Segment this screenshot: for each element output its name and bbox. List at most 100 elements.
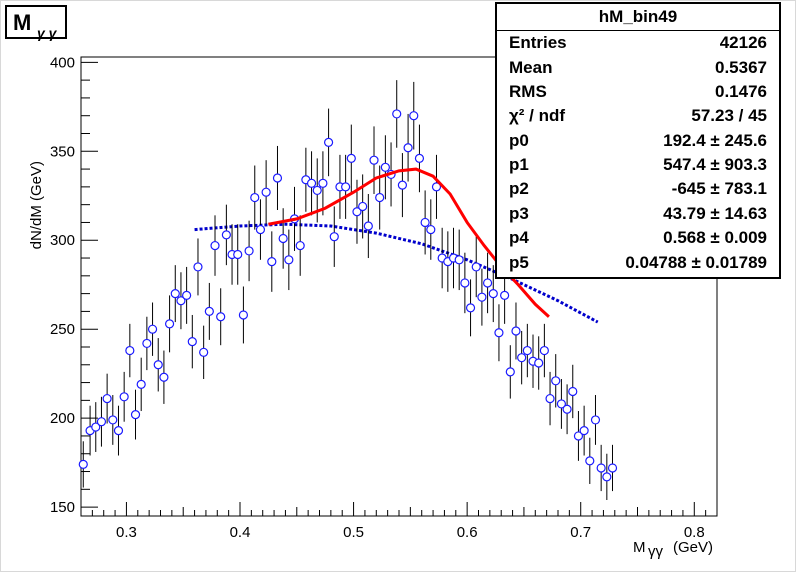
stats-value: 0.1476 xyxy=(715,82,767,102)
data-point xyxy=(211,242,219,250)
x-tick-label: 0.3 xyxy=(116,524,137,541)
x-axis-label: M xyxy=(633,539,646,556)
data-point xyxy=(580,427,588,435)
y-axis-label: dN/dM (GeV) xyxy=(28,161,45,249)
stats-value: 42126 xyxy=(720,33,767,53)
data-point xyxy=(472,263,480,271)
data-point xyxy=(149,325,157,333)
data-point xyxy=(251,194,259,202)
data-point xyxy=(234,250,242,258)
data-point xyxy=(268,258,276,266)
data-point xyxy=(393,110,401,118)
data-point xyxy=(319,179,327,187)
data-point xyxy=(256,226,264,234)
y-tick-label: 250 xyxy=(50,321,75,338)
data-point xyxy=(166,320,174,328)
data-point xyxy=(285,256,293,264)
data-point xyxy=(103,395,111,403)
data-point xyxy=(347,154,355,162)
stats-row: p1 547.4 ± 903.3 xyxy=(509,155,767,180)
stats-row: RMS 0.1476 xyxy=(509,82,767,107)
data-point xyxy=(478,293,486,301)
stats-value: 0.5367 xyxy=(715,58,767,78)
data-point xyxy=(296,242,304,250)
x-tick-label: 0.7 xyxy=(570,524,591,541)
data-point xyxy=(160,373,168,381)
data-point xyxy=(381,163,389,171)
data-point xyxy=(171,290,179,298)
data-point xyxy=(370,156,378,164)
data-point xyxy=(194,263,202,271)
data-point xyxy=(591,416,599,424)
data-point xyxy=(97,418,105,426)
data-point xyxy=(262,188,270,196)
stats-key: Entries xyxy=(509,33,567,53)
stats-row: Mean 0.5367 xyxy=(509,58,767,83)
y-tick-label: 150 xyxy=(50,499,75,516)
stats-key: p1 xyxy=(509,155,529,175)
data-point xyxy=(501,291,509,299)
data-point xyxy=(563,405,571,413)
data-point xyxy=(114,427,122,435)
data-point xyxy=(427,226,435,234)
data-point xyxy=(518,354,526,362)
stats-row: p4 0.568 ± 0.009 xyxy=(509,228,767,253)
stats-value: 43.79 ± 14.63 xyxy=(663,204,767,224)
stats-row: p5 0.04788 ± 0.01789 xyxy=(509,253,767,278)
data-point xyxy=(120,393,128,401)
data-point xyxy=(398,181,406,189)
data-point xyxy=(609,464,617,472)
x-axis-unit: (GeV) xyxy=(673,539,713,556)
data-point xyxy=(535,359,543,367)
data-point xyxy=(512,327,520,335)
data-point xyxy=(546,395,554,403)
data-point xyxy=(586,457,594,465)
stats-box: hM_bin49 Entries 42126 Mean 0.5367 RMS 0.14… xyxy=(495,2,781,279)
data-point xyxy=(467,304,475,312)
data-point xyxy=(183,291,191,299)
stats-key: RMS xyxy=(509,82,547,102)
y-tick-label: 350 xyxy=(50,143,75,160)
stats-key: p3 xyxy=(509,204,529,224)
data-point xyxy=(597,464,605,472)
stats-row: χ² / ndf 57.23 / 45 xyxy=(509,106,767,131)
data-point xyxy=(410,112,418,120)
title-main: M xyxy=(13,10,31,36)
data-point xyxy=(484,279,492,287)
stats-value: 0.568 ± 0.009 xyxy=(663,228,767,248)
data-point xyxy=(205,307,213,315)
data-point xyxy=(359,202,367,210)
stats-key: Mean xyxy=(509,58,552,78)
stats-value: 57.23 / 45 xyxy=(691,106,767,126)
y-tick-label: 400 xyxy=(50,54,75,71)
data-point xyxy=(313,186,321,194)
data-point xyxy=(308,179,316,187)
data-point xyxy=(540,347,548,355)
data-point xyxy=(132,411,140,419)
stats-row: Entries 42126 xyxy=(509,33,767,58)
data-point xyxy=(421,218,429,226)
data-point xyxy=(455,256,463,264)
stats-key: p5 xyxy=(509,253,529,273)
data-point xyxy=(200,348,208,356)
data-point xyxy=(239,311,247,319)
stats-row: p2 -645 ± 783.1 xyxy=(509,179,767,204)
data-point xyxy=(342,183,350,191)
stats-key: p4 xyxy=(509,228,529,248)
stats-value: 0.04788 ± 0.01789 xyxy=(625,253,767,273)
stats-row: p0 192.4 ± 245.6 xyxy=(509,131,767,156)
stats-key: p0 xyxy=(509,131,529,151)
stats-value: 547.4 ± 903.3 xyxy=(663,155,767,175)
data-point xyxy=(364,222,372,230)
data-point xyxy=(552,377,560,385)
data-point xyxy=(506,368,514,376)
x-tick-label: 0.6 xyxy=(457,524,478,541)
data-point xyxy=(330,233,338,241)
data-point xyxy=(603,473,611,481)
x-tick-label: 0.4 xyxy=(230,524,251,541)
x-tick-label: 0.5 xyxy=(343,524,364,541)
stats-value: 192.4 ± 245.6 xyxy=(663,131,767,151)
data-point xyxy=(188,338,196,346)
data-point xyxy=(461,279,469,287)
data-point xyxy=(279,234,287,242)
